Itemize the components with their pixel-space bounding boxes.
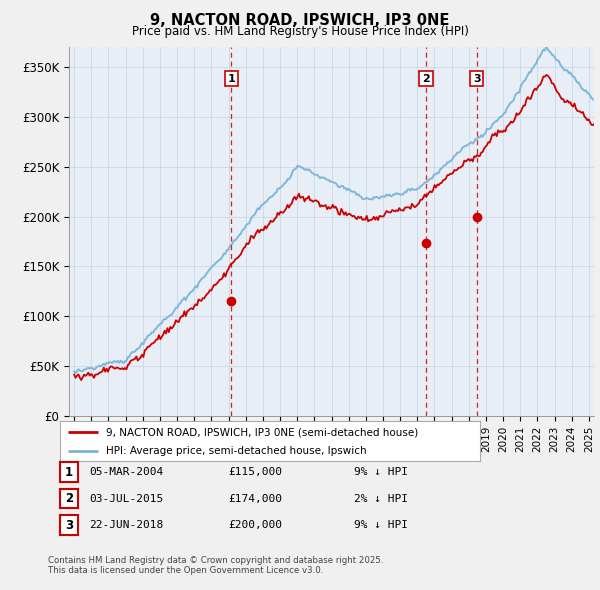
Text: 9, NACTON ROAD, IPSWICH, IP3 0NE (semi-detached house): 9, NACTON ROAD, IPSWICH, IP3 0NE (semi-d… <box>106 427 418 437</box>
Text: Contains HM Land Registry data © Crown copyright and database right 2025.
This d: Contains HM Land Registry data © Crown c… <box>48 556 383 575</box>
Text: 22-JUN-2018: 22-JUN-2018 <box>89 520 163 530</box>
Text: 2: 2 <box>65 492 73 505</box>
Text: 9% ↓ HPI: 9% ↓ HPI <box>354 467 408 477</box>
Text: 2: 2 <box>422 74 430 84</box>
Text: 03-JUL-2015: 03-JUL-2015 <box>89 494 163 503</box>
Text: 05-MAR-2004: 05-MAR-2004 <box>89 467 163 477</box>
Text: 1: 1 <box>227 74 235 84</box>
Text: 1: 1 <box>65 466 73 478</box>
Text: 9, NACTON ROAD, IPSWICH, IP3 0NE: 9, NACTON ROAD, IPSWICH, IP3 0NE <box>151 13 449 28</box>
Text: HPI: Average price, semi-detached house, Ipswich: HPI: Average price, semi-detached house,… <box>106 445 367 455</box>
Text: £200,000: £200,000 <box>228 520 282 530</box>
Text: 2% ↓ HPI: 2% ↓ HPI <box>354 494 408 503</box>
Text: 9% ↓ HPI: 9% ↓ HPI <box>354 520 408 530</box>
Text: 3: 3 <box>65 519 73 532</box>
Text: £115,000: £115,000 <box>228 467 282 477</box>
Text: £174,000: £174,000 <box>228 494 282 503</box>
Text: 3: 3 <box>473 74 481 84</box>
Text: Price paid vs. HM Land Registry's House Price Index (HPI): Price paid vs. HM Land Registry's House … <box>131 25 469 38</box>
